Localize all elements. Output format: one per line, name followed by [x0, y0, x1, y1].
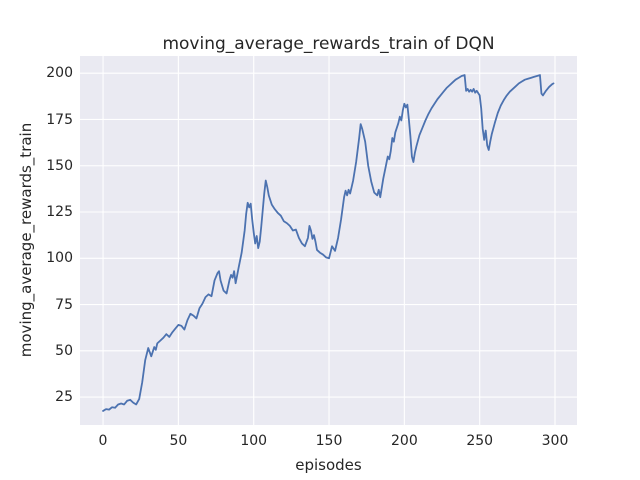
data-line [102, 74, 555, 412]
y-tick-label: 75 [55, 296, 73, 313]
x-tick-label: 300 [541, 433, 569, 449]
y-tick-label: 100 [46, 250, 73, 267]
x-tick-label: 0 [98, 433, 108, 449]
y-tick-label: 175 [46, 111, 73, 128]
y-tick-label: 125 [46, 204, 73, 220]
x-axis-label: episodes [295, 456, 362, 474]
x-tick-label: 200 [391, 433, 418, 449]
x-tick-label: 50 [169, 433, 188, 449]
y-tick-label: 200 [46, 65, 73, 82]
y-tick-label: 25 [55, 389, 73, 406]
x-tick-label: 150 [315, 433, 343, 449]
x-tick-label: 250 [466, 433, 494, 449]
x-tick-label: 100 [240, 433, 268, 449]
y-tick-label: 150 [46, 157, 73, 174]
y-tick-label: 50 [55, 342, 73, 359]
chart-title: moving_average_rewards_train of DQN [162, 34, 495, 54]
